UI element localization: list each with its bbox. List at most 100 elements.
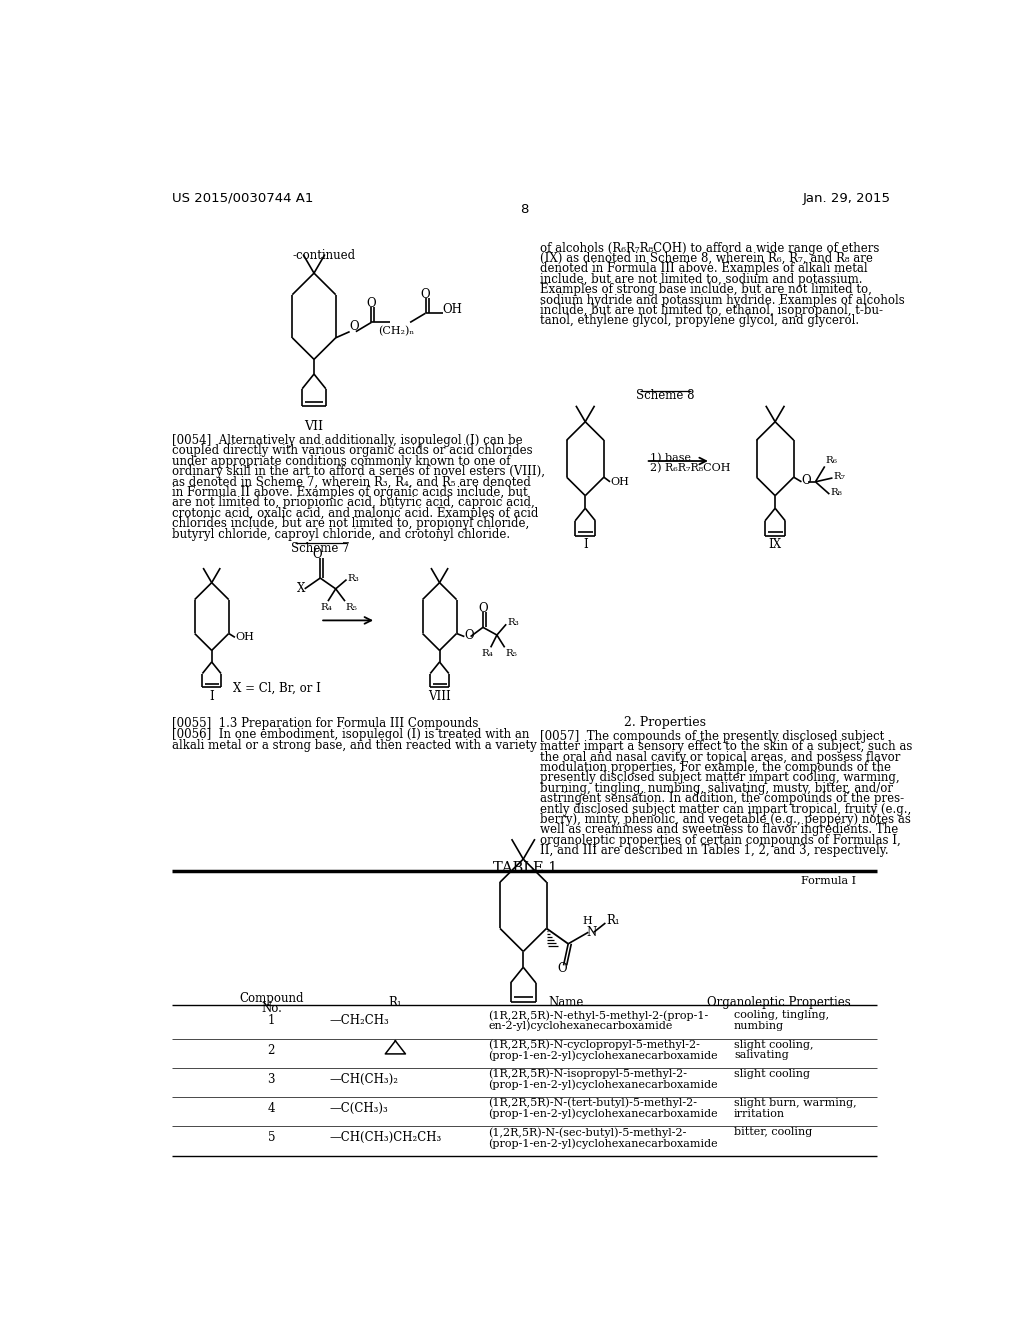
Text: numbing: numbing <box>734 1022 784 1031</box>
Text: OH: OH <box>442 302 463 315</box>
Text: —CH₂CH₃: —CH₂CH₃ <box>330 1014 389 1027</box>
Text: 2: 2 <box>267 1044 275 1056</box>
Text: VII: VII <box>304 420 324 433</box>
Text: IX: IX <box>769 539 781 550</box>
Text: R₁: R₁ <box>388 997 402 1010</box>
Text: as denoted in Scheme 7, wherein R₃, R₄, and R₅ are denoted: as denoted in Scheme 7, wherein R₃, R₄, … <box>172 475 531 488</box>
Text: O: O <box>557 962 567 975</box>
Text: X = Cl, Br, or I: X = Cl, Br, or I <box>232 682 321 696</box>
Text: Examples of strong base include, but are not limited to,: Examples of strong base include, but are… <box>541 284 872 296</box>
Text: Organoleptic Properties: Organoleptic Properties <box>708 997 851 1010</box>
Text: presently disclosed subject matter impart cooling, warming,: presently disclosed subject matter impar… <box>541 771 900 784</box>
Text: O: O <box>464 628 474 642</box>
Text: Formula I: Formula I <box>802 876 856 886</box>
Text: Name: Name <box>548 997 584 1010</box>
Text: 1) base: 1) base <box>649 453 690 463</box>
Text: (1R,2R,5R)-N-(tert-butyl)-5-methyl-2-: (1R,2R,5R)-N-(tert-butyl)-5-methyl-2- <box>488 1098 697 1109</box>
Text: 2. Properties: 2. Properties <box>624 715 707 729</box>
Text: are not limited to, priopionic acid, butyric acid, caproic acid,: are not limited to, priopionic acid, but… <box>172 496 535 510</box>
Text: berry), minty, phenolic, and vegetable (e.g., peppery) notes as: berry), minty, phenolic, and vegetable (… <box>541 813 911 826</box>
Text: the oral and nasal cavity or topical areas, and possess flavor: the oral and nasal cavity or topical are… <box>541 751 901 763</box>
Text: 2) R₆R₇R₈COH: 2) R₆R₇R₈COH <box>649 463 730 474</box>
Text: N: N <box>587 925 597 939</box>
Text: R₄: R₄ <box>481 649 494 657</box>
Text: denoted in Formula III above. Examples of alkali metal: denoted in Formula III above. Examples o… <box>541 263 868 276</box>
Text: H: H <box>582 916 592 927</box>
Text: chlorides include, but are not limited to, propionyl chloride,: chlorides include, but are not limited t… <box>172 517 529 531</box>
Text: O: O <box>802 474 811 487</box>
Text: organoleptic properties of certain compounds of Formulas I,: organoleptic properties of certain compo… <box>541 834 901 846</box>
Text: R₇: R₇ <box>834 473 845 480</box>
Text: R₃: R₃ <box>347 574 359 582</box>
Text: include, but are not limited to, sodium and potassium.: include, but are not limited to, sodium … <box>541 273 863 285</box>
Text: ently disclosed subject matter can impart tropical, fruity (e.g.,: ently disclosed subject matter can impar… <box>541 803 911 816</box>
Text: 3: 3 <box>267 1073 275 1086</box>
Text: —C(CH₃)₃: —C(CH₃)₃ <box>330 1102 388 1115</box>
Text: Scheme 7: Scheme 7 <box>291 543 349 554</box>
Text: (CH₂)ₙ: (CH₂)ₙ <box>378 326 415 335</box>
Text: (prop-1-en-2-yl)cyclohexanecarboxamide: (prop-1-en-2-yl)cyclohexanecarboxamide <box>488 1109 718 1119</box>
Text: [0056]  In one embodiment, isopulegol (I) is treated with an: [0056] In one embodiment, isopulegol (I)… <box>172 729 529 742</box>
Text: slight cooling: slight cooling <box>734 1069 810 1078</box>
Text: R₆: R₆ <box>825 455 838 465</box>
Text: astringent sensation. In addition, the compounds of the pres-: astringent sensation. In addition, the c… <box>541 792 904 805</box>
Text: slight cooling,: slight cooling, <box>734 1040 813 1049</box>
Text: coupled directly with various organic acids or acid chlorides: coupled directly with various organic ac… <box>172 445 532 458</box>
Text: VIII: VIII <box>428 690 451 704</box>
Text: (prop-1-en-2-yl)cyclohexanecarboxamide: (prop-1-en-2-yl)cyclohexanecarboxamide <box>488 1080 718 1090</box>
Text: (prop-1-en-2-yl)cyclohexanecarboxamide: (prop-1-en-2-yl)cyclohexanecarboxamide <box>488 1051 718 1061</box>
Text: O: O <box>349 319 358 333</box>
Text: I: I <box>583 539 588 550</box>
Text: of alcohols (R₆R₇R₈COH) to afford a wide range of ethers: of alcohols (R₆R₇R₈COH) to afford a wide… <box>541 242 880 255</box>
Text: (1R,2R,5R)-N-cyclopropyl-5-methyl-2-: (1R,2R,5R)-N-cyclopropyl-5-methyl-2- <box>488 1039 700 1049</box>
Text: —CH(CH₃)CH₂CH₃: —CH(CH₃)CH₂CH₃ <box>330 1131 441 1144</box>
Text: [0055]  1.3 Preparation for Formula III Compounds: [0055] 1.3 Preparation for Formula III C… <box>172 718 478 730</box>
Text: include, but are not limited to, ethanol, isopropanol, t-bu-: include, but are not limited to, ethanol… <box>541 304 884 317</box>
Text: en-2-yl)cyclohexanecarboxamide: en-2-yl)cyclohexanecarboxamide <box>488 1020 673 1031</box>
Text: in Formula II above. Examples of organic acids include, but: in Formula II above. Examples of organic… <box>172 486 527 499</box>
Text: O: O <box>421 288 430 301</box>
Text: 5: 5 <box>267 1131 275 1144</box>
Text: -continued: -continued <box>293 249 355 263</box>
Text: ordinary skill in the art to afford a series of novel esters (VIII),: ordinary skill in the art to afford a se… <box>172 465 545 478</box>
Text: 4: 4 <box>267 1102 275 1115</box>
Text: X: X <box>297 582 305 595</box>
Text: tanol, ethylene glycol, propylene glycol, and glycerol.: tanol, ethylene glycol, propylene glycol… <box>541 314 859 327</box>
Text: II, and III are described in Tables 1, 2, and 3, respectively.: II, and III are described in Tables 1, 2… <box>541 843 889 857</box>
Text: [0057]  The compounds of the presently disclosed subject: [0057] The compounds of the presently di… <box>541 730 885 743</box>
Text: TABLE 1: TABLE 1 <box>493 861 557 875</box>
Text: butyryl chloride, caproyl chloride, and crotonyl chloride.: butyryl chloride, caproyl chloride, and … <box>172 528 510 541</box>
Text: matter impart a sensory effect to the skin of a subject, such as: matter impart a sensory effect to the sk… <box>541 741 912 754</box>
Text: O: O <box>312 548 322 561</box>
Text: Scheme 8: Scheme 8 <box>636 389 694 403</box>
Text: bitter, cooling: bitter, cooling <box>734 1127 812 1138</box>
Text: R₅: R₅ <box>506 649 517 657</box>
Text: slight burn, warming,: slight burn, warming, <box>734 1098 857 1109</box>
Text: OH: OH <box>234 632 254 643</box>
Text: (prop-1-en-2-yl)cyclohexanecarboxamide: (prop-1-en-2-yl)cyclohexanecarboxamide <box>488 1138 718 1148</box>
Text: R₁: R₁ <box>606 915 620 927</box>
Text: well as creaminess and sweetness to flavor ingredients. The: well as creaminess and sweetness to flav… <box>541 824 898 837</box>
Text: Compound: Compound <box>240 991 304 1005</box>
Text: (1R,2R,5R)-N-isopropyl-5-methyl-2-: (1R,2R,5R)-N-isopropyl-5-methyl-2- <box>488 1069 687 1080</box>
Text: crotonic acid, oxalic acid, and malonic acid. Examples of acid: crotonic acid, oxalic acid, and malonic … <box>172 507 539 520</box>
Text: sodium hydride and potassium hydride. Examples of alcohols: sodium hydride and potassium hydride. Ex… <box>541 293 905 306</box>
Text: O: O <box>478 602 487 615</box>
Text: R₃: R₃ <box>507 618 519 627</box>
Text: Jan. 29, 2015: Jan. 29, 2015 <box>802 191 890 205</box>
Text: modulation properties. For example, the compounds of the: modulation properties. For example, the … <box>541 760 891 774</box>
Text: salivating: salivating <box>734 1051 788 1060</box>
Text: O: O <box>367 297 376 310</box>
Text: R₈: R₈ <box>830 488 842 498</box>
Text: OH: OH <box>610 477 629 487</box>
Text: I: I <box>209 690 214 704</box>
Text: (1R,2R,5R)-N-ethyl-5-methyl-2-(prop-1-: (1R,2R,5R)-N-ethyl-5-methyl-2-(prop-1- <box>488 1010 709 1020</box>
Text: R₄: R₄ <box>321 603 333 611</box>
Text: irritation: irritation <box>734 1109 785 1119</box>
Text: 8: 8 <box>520 203 529 216</box>
Text: —CH(CH₃)₂: —CH(CH₃)₂ <box>330 1073 398 1086</box>
Text: cooling, tingling,: cooling, tingling, <box>734 1010 829 1020</box>
Text: burning, tingling, numbing, salivating, musty, bitter, and/or: burning, tingling, numbing, salivating, … <box>541 781 893 795</box>
Text: [0054]  Alternatively and additionally, isopulegol (I) can be: [0054] Alternatively and additionally, i… <box>172 434 523 447</box>
Text: (1,2R,5R)-N-(sec-butyl)-5-methyl-2-: (1,2R,5R)-N-(sec-butyl)-5-methyl-2- <box>488 1127 687 1138</box>
